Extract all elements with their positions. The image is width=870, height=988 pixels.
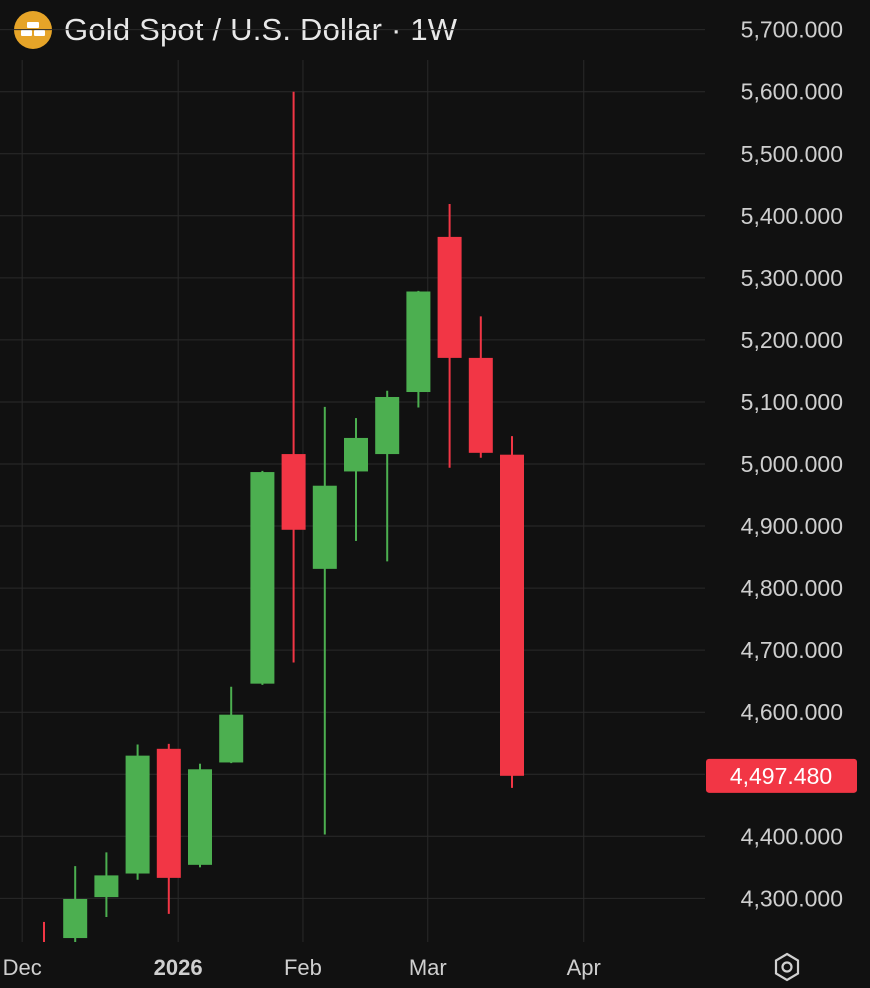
y-tick-label: 5,400.000 <box>741 203 843 229</box>
x-tick-label: 2026 <box>154 955 203 980</box>
candle-body <box>468 357 493 453</box>
current-price-box <box>706 758 857 793</box>
x-tick-label: Mar <box>409 955 447 980</box>
gear-hexagon-icon[interactable] <box>768 948 806 986</box>
candle[interactable] <box>437 204 462 468</box>
candles <box>32 91 524 979</box>
candle-body <box>94 875 119 898</box>
candle-body <box>312 485 337 569</box>
candle[interactable] <box>375 390 400 562</box>
candle[interactable] <box>468 316 493 458</box>
x-tick-label: Apr <box>567 955 601 980</box>
candle[interactable] <box>219 686 244 764</box>
y-tick-label: 5,300.000 <box>741 265 843 291</box>
grid-lines <box>0 29 705 942</box>
y-tick-label: 4,400.000 <box>741 823 843 849</box>
candle-body <box>437 236 462 358</box>
candle[interactable] <box>63 866 88 947</box>
y-tick-label: 4,600.000 <box>741 699 843 725</box>
y-tick-label: 4,900.000 <box>741 513 843 539</box>
candle-body <box>406 291 431 393</box>
candle-body <box>281 454 306 530</box>
candle-body <box>219 714 244 763</box>
y-axis-labels: 5,700.000 5,600.000 5,500.000 5,400.000 5,30… <box>741 17 843 912</box>
candle-body <box>125 755 150 874</box>
candle-body <box>156 748 181 878</box>
y-tick-label: 5,500.000 <box>741 141 843 167</box>
candle[interactable] <box>312 406 337 835</box>
current-price-label: 4,497.480 <box>730 763 832 789</box>
candle-body <box>500 454 524 776</box>
candle[interactable] <box>32 921 56 979</box>
candle[interactable] <box>188 763 212 868</box>
candle[interactable] <box>94 852 119 917</box>
y-tick-label: 5,100.000 <box>741 389 843 415</box>
candle-body <box>188 769 212 865</box>
x-tick-label: Feb <box>284 955 322 980</box>
y-tick-label: 4,700.000 <box>741 637 843 663</box>
y-tick-label: 5,600.000 <box>741 79 843 105</box>
candle[interactable] <box>406 290 431 408</box>
y-tick-label: 5,200.000 <box>741 327 843 353</box>
candle[interactable] <box>500 436 524 788</box>
y-tick-label: 4,300.000 <box>741 885 843 911</box>
candle-body <box>63 898 88 939</box>
candle-body <box>375 396 400 455</box>
candle[interactable] <box>344 418 368 541</box>
x-tick-label: Dec <box>3 955 42 980</box>
y-tick-label: 5,000.000 <box>741 451 843 477</box>
candle[interactable] <box>156 743 181 914</box>
current-price-tag: 4,497.480 <box>706 758 857 793</box>
candle-body <box>250 472 275 684</box>
candle[interactable] <box>281 91 306 663</box>
candle[interactable] <box>125 744 150 880</box>
y-tick-label: 5,700.000 <box>741 17 843 43</box>
x-axis-labels: Dec 2026 Feb Mar Apr <box>3 955 601 980</box>
candle[interactable] <box>250 470 275 685</box>
candle-body <box>344 437 368 472</box>
y-tick-label: 4,800.000 <box>741 575 843 601</box>
